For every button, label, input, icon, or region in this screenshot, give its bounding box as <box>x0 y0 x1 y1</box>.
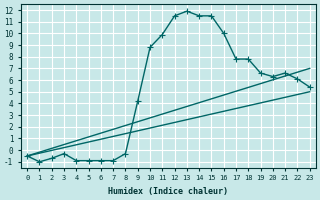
X-axis label: Humidex (Indice chaleur): Humidex (Indice chaleur) <box>108 187 228 196</box>
